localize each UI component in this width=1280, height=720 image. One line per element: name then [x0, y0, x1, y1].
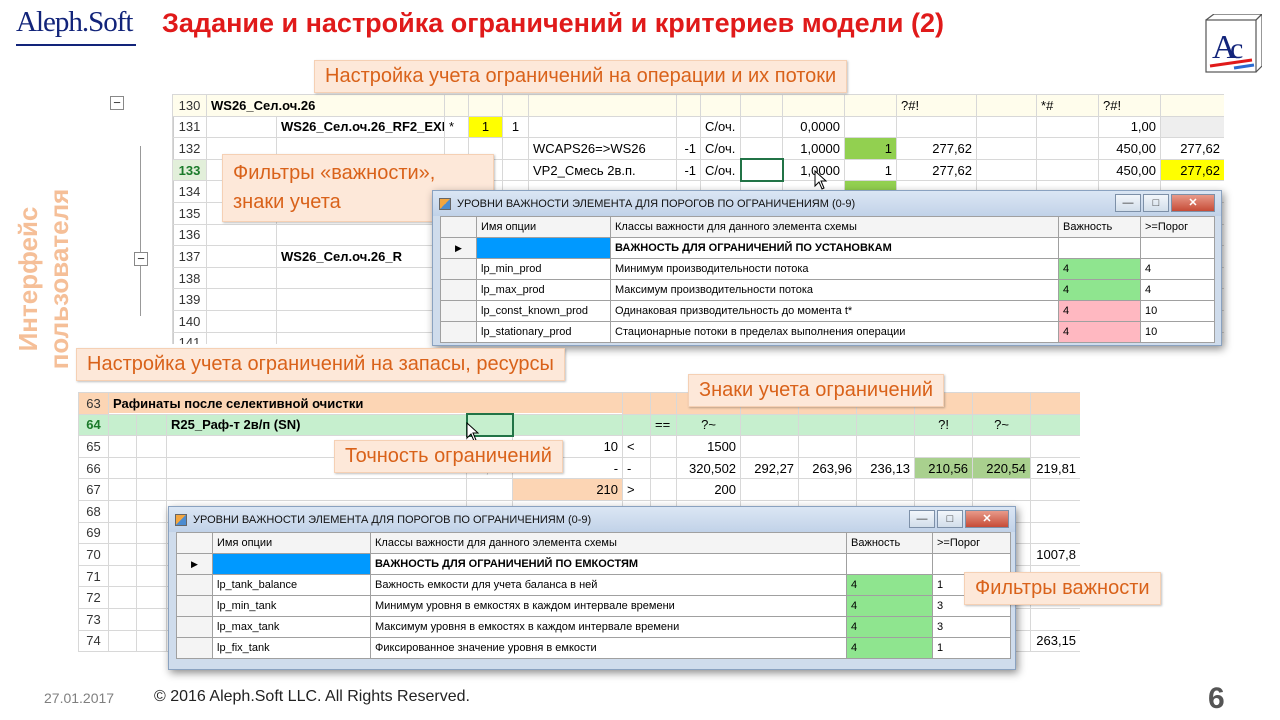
active-cell[interactable]	[739, 158, 784, 182]
col-option-name[interactable]: Имя опции	[476, 216, 611, 238]
logo-underline	[16, 44, 136, 46]
callout-precision: Точность ограничений	[334, 440, 563, 473]
callout-filters: Фильтры важности	[964, 572, 1161, 605]
table-row[interactable]: 64 R25_Раф-т 2в/п (SN) == ?~ ?! ?~	[78, 413, 1080, 437]
footer-date: 27.01.2017	[44, 690, 115, 706]
col-importance[interactable]: Важность	[1058, 216, 1141, 238]
svg-text:c: c	[1230, 32, 1243, 65]
grid-row[interactable]: lp_stationary_prod Стационарные потоки в…	[440, 321, 1215, 343]
callout-signs: Знаки учета ограничений	[688, 374, 945, 407]
mouse-cursor-icon	[466, 422, 480, 442]
slide-title: Задание и настройка ограничений и критер…	[162, 8, 944, 38]
outline-bracket	[140, 146, 142, 316]
callout-filters-signs-line1: Фильтры «важности»,	[233, 162, 436, 184]
window-controls: — □ ✕	[907, 510, 1009, 528]
grid-row[interactable]: lp_min_prod Минимум производительности п…	[440, 258, 1215, 280]
callout-filters-signs-line2: знаки учета	[233, 191, 341, 213]
aleph-soft-logo: Aleph.Soft	[16, 6, 133, 38]
col-option-name[interactable]: Имя опции	[212, 532, 371, 554]
grid-header: Имя опции Классы важности для данного эл…	[176, 532, 1011, 554]
collapse-toggle-137[interactable]: −	[134, 250, 148, 266]
col-threshold[interactable]: >=Порог	[1140, 216, 1215, 238]
col-importance[interactable]: Важность	[846, 532, 933, 554]
importance-dialog-tanks[interactable]: УРОВНИ ВАЖНОСТИ ЭЛЕМЕНТА ДЛЯ ПОРОГОВ ПО …	[168, 506, 1016, 670]
grid-row[interactable]: lp_const_known_prod Одинаковая призводит…	[440, 300, 1215, 322]
table-row[interactable]: 130 WS26_Сел.оч.26 ?#! *# ?#!	[172, 94, 1224, 117]
col-threshold[interactable]: >=Порог	[932, 532, 1011, 554]
maximize-icon[interactable]: □	[1143, 194, 1169, 212]
close-icon[interactable]: ✕	[965, 510, 1009, 528]
grid-header: Имя опции Классы важности для данного эл…	[440, 216, 1215, 238]
table-row[interactable]: 66 1000 10,0000 - - 320,502 292,27 263,9…	[78, 456, 1080, 480]
grid-row[interactable]: lp_fix_tank Фиксированное значение уровн…	[176, 637, 1011, 659]
grid-section-row[interactable]: ▶ ВАЖНОСТЬ ДЛЯ ОГРАНИЧЕНИЙ ПО УСТАНОВКАМ	[440, 237, 1215, 259]
minimize-icon[interactable]: —	[909, 510, 935, 528]
callout-operations: Настройка учета ограничений на операции …	[314, 60, 848, 93]
table-row[interactable]: 131 WS26_Сел.оч.26_RF2_EXL * 1 1 С/оч. 0…	[172, 115, 1224, 139]
table-row[interactable]: 67 210 > 200	[78, 478, 1080, 501]
vertical-side-label: Интерфейс пользователя	[13, 188, 74, 370]
svg-text:A: A	[1212, 29, 1237, 66]
footer-copyright: © 2016 Aleph.Soft LLC. All Rights Reserv…	[154, 688, 470, 705]
table-row[interactable]: 65 10 < 1500	[78, 435, 1080, 458]
mouse-cursor-icon	[814, 170, 828, 190]
col-class[interactable]: Классы важности для данного элемента схе…	[370, 532, 847, 554]
maximize-icon[interactable]: □	[937, 510, 963, 528]
close-icon[interactable]: ✕	[1171, 194, 1215, 212]
outline-gutter	[130, 94, 174, 344]
col-class[interactable]: Классы важности для данного элемента схе…	[610, 216, 1059, 238]
grid-row[interactable]: lp_tank_balance Важность емкости для уче…	[176, 574, 1011, 596]
grid-section-row[interactable]: ▶ ВАЖНОСТЬ ДЛЯ ОГРАНИЧЕНИЙ ПО ЕМКОСТЯМ	[176, 553, 1011, 575]
grid-row[interactable]: lp_min_tank Минимум уровня в емкостях в …	[176, 595, 1011, 617]
row-pointer-icon: ▶	[440, 237, 477, 259]
minimize-icon[interactable]: —	[1115, 194, 1141, 212]
dialog-titlebar[interactable]: УРОВНИ ВАЖНОСТИ ЭЛЕМЕНТА ДЛЯ ПОРОГОВ ПО …	[169, 507, 1015, 532]
dialog-title: УРОВНИ ВАЖНОСТИ ЭЛЕМЕНТА ДЛЯ ПОРОГОВ ПО …	[193, 513, 592, 526]
dialog-title: УРОВНИ ВАЖНОСТИ ЭЛЕМЕНТА ДЛЯ ПОРОГОВ ПО …	[457, 197, 856, 210]
options-grid: Имя опции Классы важности для данного эл…	[440, 216, 1215, 343]
window-controls: — □ ✕	[1113, 194, 1215, 212]
app-icon	[439, 197, 451, 210]
grid-row[interactable]: lp_max_tank Максимум уровня в емкостях в…	[176, 616, 1011, 638]
collapse-toggle-130[interactable]: −	[110, 94, 124, 110]
dialog-titlebar[interactable]: УРОВНИ ВАЖНОСТИ ЭЛЕМЕНТА ДЛЯ ПОРОГОВ ПО …	[433, 191, 1221, 216]
options-grid: Имя опции Классы важности для данного эл…	[176, 532, 1011, 659]
row-pointer-icon: ▶	[176, 553, 213, 575]
grid-row[interactable]: lp_max_prod Максимум производительности …	[440, 279, 1215, 301]
ac-logo-icon: A c	[1205, 14, 1262, 73]
callout-resources: Настройка учета ограничений на запасы, р…	[76, 348, 565, 381]
importance-dialog-units[interactable]: УРОВНИ ВАЖНОСТИ ЭЛЕМЕНТА ДЛЯ ПОРОГОВ ПО …	[432, 190, 1222, 346]
app-icon	[175, 513, 187, 526]
page-number: 6	[1208, 682, 1225, 715]
